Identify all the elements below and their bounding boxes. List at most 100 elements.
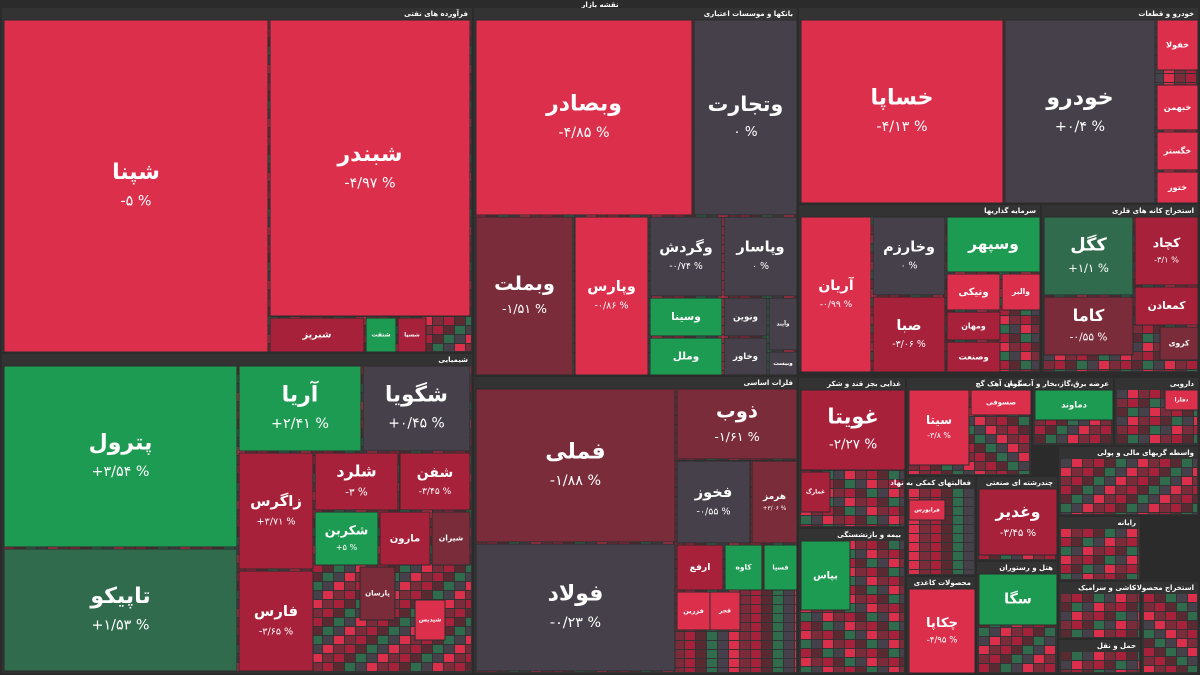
small-tile	[999, 200, 1009, 202]
small-tile	[1143, 343, 1153, 351]
stock-name: وپاسار	[735, 239, 784, 256]
small-tile	[1010, 307, 1020, 315]
stock-tile	[1134, 286, 1199, 326]
small-tile	[999, 110, 1009, 118]
stock-change: -۰/۷۴ %	[669, 261, 703, 272]
small-tile	[867, 262, 877, 270]
small-tile	[867, 370, 877, 371]
small-tile	[1143, 361, 1153, 369]
small-tile	[444, 317, 454, 325]
small-tile	[867, 271, 877, 279]
small-tile	[1175, 74, 1185, 82]
small-tile	[955, 307, 965, 315]
stock-tile	[1134, 216, 1199, 286]
small-tile	[999, 38, 1009, 46]
small-tile	[433, 344, 443, 351]
small-tile	[1032, 307, 1039, 315]
stock-tile	[269, 19, 471, 317]
small-tile	[999, 119, 1009, 127]
small-tile	[718, 335, 728, 343]
small-tile	[1010, 334, 1020, 342]
stock-tile	[693, 19, 798, 216]
small-tile	[718, 344, 728, 352]
small-tile	[422, 335, 432, 343]
small-tile	[1066, 370, 1076, 371]
small-tile	[1132, 325, 1142, 333]
small-tile	[1077, 370, 1087, 371]
stock-tile	[946, 311, 1001, 341]
small-tile	[1154, 325, 1164, 333]
stock-tile	[872, 216, 946, 296]
sector-label: سرمایه گذاریها	[984, 206, 1036, 215]
small-tile	[999, 20, 1009, 28]
stock-tile	[723, 337, 768, 376]
stock-change: +۱/۱ %	[1068, 261, 1109, 275]
stock-name: شسپا	[404, 333, 420, 339]
small-tile	[1132, 343, 1142, 351]
small-tile	[999, 83, 1009, 91]
small-tile	[1077, 361, 1087, 369]
stock-name: کمعادن	[1148, 299, 1187, 312]
small-tile	[718, 326, 728, 334]
small-tile	[1010, 343, 1020, 351]
small-tile	[1110, 352, 1120, 360]
small-tile	[1032, 343, 1039, 351]
stock-change: -۳/۱ %	[1154, 254, 1179, 264]
stock-tile	[269, 317, 365, 353]
small-tile	[455, 317, 465, 325]
stock-tile	[1156, 19, 1199, 71]
small-tile	[999, 352, 1009, 360]
stock-tile	[1159, 326, 1199, 361]
stock-tile	[365, 317, 397, 353]
small-tile	[1132, 361, 1142, 369]
stock-change: -۵ %	[121, 193, 152, 209]
small-tile	[1121, 370, 1131, 371]
small-tile	[999, 343, 1009, 351]
stock-name: ختور	[1167, 182, 1187, 193]
stock-tile	[475, 216, 574, 376]
stock-change: ۰ %	[733, 125, 757, 140]
small-tile	[867, 280, 877, 288]
small-tile	[718, 236, 728, 244]
small-tile	[1099, 370, 1109, 371]
small-tile	[444, 326, 454, 334]
small-tile	[1088, 370, 1098, 371]
stock-tile	[1156, 84, 1199, 131]
small-tile	[718, 254, 728, 262]
small-tile	[999, 101, 1009, 109]
small-tile	[455, 335, 465, 343]
stock-name: وسینا	[671, 310, 701, 323]
small-tile	[999, 128, 1009, 136]
small-tile	[1110, 361, 1120, 369]
small-tile	[1088, 352, 1098, 360]
stock-name: خگستر	[1163, 146, 1192, 157]
stock-tile	[397, 317, 427, 353]
small-tile	[999, 146, 1009, 154]
small-tile	[999, 155, 1009, 163]
map-title: نقشه بازار	[580, 1, 619, 9]
small-tile	[718, 308, 728, 316]
small-tile	[1132, 334, 1142, 342]
small-tile	[1032, 352, 1039, 360]
stock-name: کگل	[1070, 233, 1107, 255]
stock-tile	[1004, 19, 1156, 204]
stock-tile	[946, 216, 1041, 273]
stock-name: وخارزم	[883, 239, 935, 255]
small-tile	[1121, 352, 1131, 360]
stock-change: -۳/۰۶ %	[892, 339, 926, 350]
small-tile	[1176, 361, 1186, 369]
stock-tile	[1156, 131, 1199, 171]
small-tile	[867, 226, 877, 234]
small-tile	[1066, 361, 1076, 369]
small-tile	[1154, 352, 1164, 360]
stock-tile	[723, 216, 798, 297]
stock-name: وصنعت	[958, 352, 988, 363]
stock-name: وگردش	[659, 238, 713, 256]
stock-change: -۰/۸۶ %	[595, 301, 629, 312]
small-tile	[718, 317, 728, 325]
stock-name: وتجارت	[708, 92, 784, 116]
small-tile	[867, 217, 877, 225]
stock-tile	[475, 19, 693, 216]
small-tile	[466, 326, 471, 334]
small-tile	[1164, 74, 1174, 82]
